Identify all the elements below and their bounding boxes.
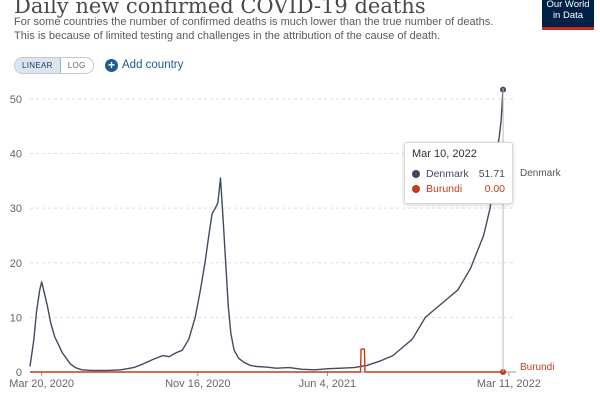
denmark-legend-dot <box>412 169 420 178</box>
series-line-denmark <box>29 89 504 372</box>
tooltip-date: Mar 10, 2022 <box>412 148 477 160</box>
series-end-label-burundi: Burundi <box>520 362 554 373</box>
y-tick-label: 0 <box>16 367 22 379</box>
series-end-label-denmark: Denmark <box>520 168 562 179</box>
tooltip-name: Denmark <box>426 167 469 180</box>
series-line-burundi <box>30 348 503 373</box>
logo-line1: Our World <box>546 0 590 10</box>
burundi-legend-dot <box>412 184 420 193</box>
y-tick-label: 50 <box>10 94 22 106</box>
logo-line2: in Data <box>552 10 584 21</box>
chart-subtitle: For some countries the number of confirm… <box>14 16 494 42</box>
x-tick-label: Jun 4, 2021 <box>299 378 357 390</box>
tooltip-row-burundi: Burundi 0.00 <box>412 181 505 196</box>
y-tick-label: 20 <box>10 258 22 270</box>
y-tick-label: 30 <box>10 203 22 215</box>
add-country-label: Add country <box>122 59 184 71</box>
x-tick-label: Mar 20, 2020 <box>9 378 74 390</box>
tooltip-value: 51.71 <box>478 167 505 180</box>
linear-scale-button[interactable]: LINEAR <box>15 58 61 73</box>
y-tick-label: 10 <box>10 312 22 324</box>
x-tick-label: Nov 16, 2020 <box>165 378 230 390</box>
tooltip: Mar 10, 2022 Denmark 51.71 Burundi 0.00 <box>404 142 513 204</box>
chart-title: Daily new confirmed COVID-19 deaths <box>14 0 426 18</box>
tooltip-row-denmark: Denmark 51.71 <box>412 166 505 181</box>
plus-icon: + <box>105 58 118 72</box>
scale-toggle: LINEAR LOG <box>14 57 94 74</box>
owid-logo[interactable]: Our World in Data <box>542 0 594 30</box>
tooltip-value: 0.00 <box>484 182 505 195</box>
add-country-button[interactable]: + Add country <box>105 57 183 73</box>
tooltip-name: Burundi <box>426 182 463 195</box>
log-scale-button[interactable]: LOG <box>67 61 86 70</box>
y-tick-label: 40 <box>10 149 22 161</box>
x-tick-label: Mar 11, 2022 <box>477 378 541 390</box>
